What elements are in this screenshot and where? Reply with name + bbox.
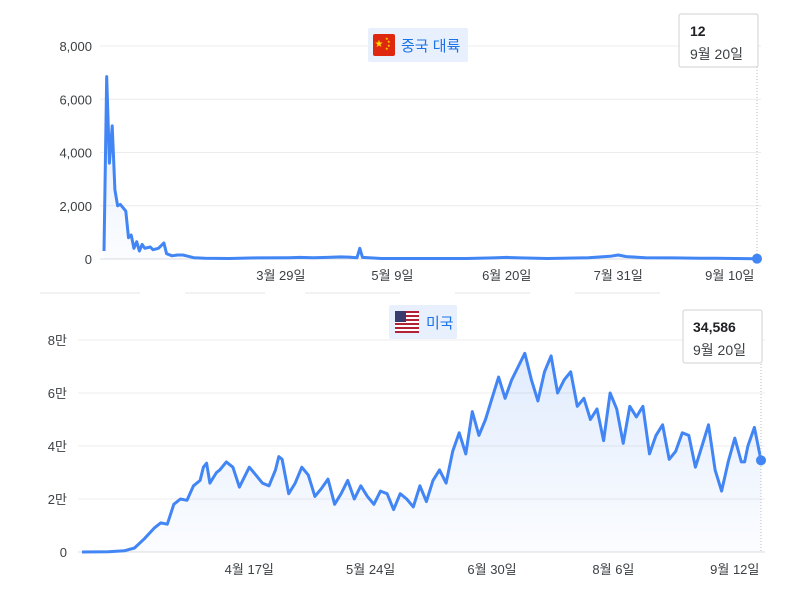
- chart-china: 8,000 6,000 4,000 2,000 0 3월 29일 5월 9일 6월 20일 7…: [59, 13, 762, 283]
- x-tick-label: 9월 12일: [710, 562, 759, 577]
- y-tick-label: 6,000: [59, 92, 92, 107]
- x-tick-label: 5월 24일: [346, 562, 395, 577]
- y-axis-ticks: 8,000 6,000 4,000 2,000 0: [59, 39, 92, 267]
- legend[interactable]: ★ ★ ★ ★ ★ 중국 대륙: [368, 28, 468, 62]
- y-axis-ticks: 8만 6만 4만 2만 0: [48, 333, 67, 560]
- x-tick-label: 7월 31일: [594, 268, 643, 283]
- series-line[interactable]: [102, 75, 758, 261]
- hover-point[interactable]: [752, 253, 762, 264]
- y-tick-label: 0: [60, 545, 67, 560]
- x-axis-ticks: 3월 29일 5월 9일 6월 20일 7월 31일 9월 10일: [256, 268, 754, 283]
- legend[interactable]: 미국: [389, 305, 457, 339]
- x-tick-label: 6월 20일: [482, 268, 531, 283]
- china-flag-icon: ★ ★ ★ ★ ★: [373, 34, 395, 56]
- svg-text:★: ★: [375, 39, 384, 50]
- y-tick-label: 2,000: [59, 199, 92, 214]
- tooltip: 12 9월 20일: [678, 13, 759, 68]
- legend-label: 미국: [426, 315, 454, 332]
- y-tick-label: 0: [85, 252, 92, 267]
- us-flag-icon: [395, 311, 419, 333]
- x-axis-ticks: 4월 17일 5월 24일 6월 30일 8월 6일 9월 12일: [225, 562, 760, 577]
- y-tick-label: 8,000: [59, 39, 92, 54]
- tooltip-date: 9월 20일: [690, 46, 743, 62]
- svg-text:★: ★: [387, 43, 391, 48]
- y-tick-label: 4,000: [59, 146, 92, 161]
- svg-text:★: ★: [385, 46, 389, 51]
- y-tick-label: 8만: [48, 333, 67, 348]
- tooltip-value: 34,586: [693, 319, 736, 335]
- y-tick-label: 6만: [48, 386, 67, 401]
- tooltip: 34,586 9월 20일: [682, 309, 763, 364]
- legend-label: 중국 대륙: [401, 38, 461, 55]
- svg-text:★: ★: [385, 36, 389, 41]
- tooltip-value: 12: [690, 23, 706, 39]
- area-fill: [82, 353, 761, 552]
- x-tick-label: 9월 10일: [705, 268, 754, 283]
- gridlines: [100, 45, 761, 260]
- hover-point[interactable]: [756, 455, 766, 466]
- x-tick-label: 4월 17일: [225, 562, 274, 577]
- area-fill: [104, 76, 757, 259]
- x-tick-label: 8월 6일: [592, 562, 634, 577]
- x-tick-label: 6월 30일: [467, 562, 516, 577]
- y-tick-label: 4만: [48, 439, 67, 454]
- tooltip-date: 9월 20일: [693, 342, 746, 358]
- x-tick-label: 5월 9일: [371, 268, 413, 283]
- svg-text:★: ★: [387, 39, 391, 44]
- y-tick-label: 2만: [48, 492, 67, 507]
- series-line[interactable]: [81, 351, 763, 554]
- x-tick-label: 3월 29일: [256, 268, 305, 283]
